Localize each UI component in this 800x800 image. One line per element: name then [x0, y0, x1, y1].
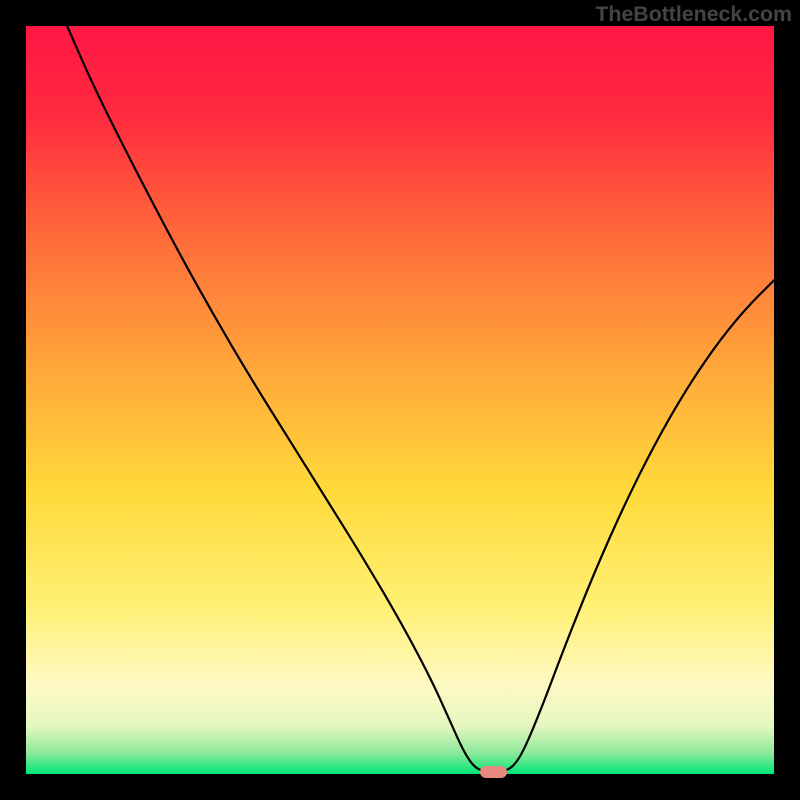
chart-container: TheBottleneck.com	[0, 0, 800, 800]
optimal-marker	[480, 766, 507, 778]
bottleneck-curve	[26, 26, 774, 774]
watermark-text: TheBottleneck.com	[595, 2, 792, 27]
plot-area	[26, 26, 774, 774]
